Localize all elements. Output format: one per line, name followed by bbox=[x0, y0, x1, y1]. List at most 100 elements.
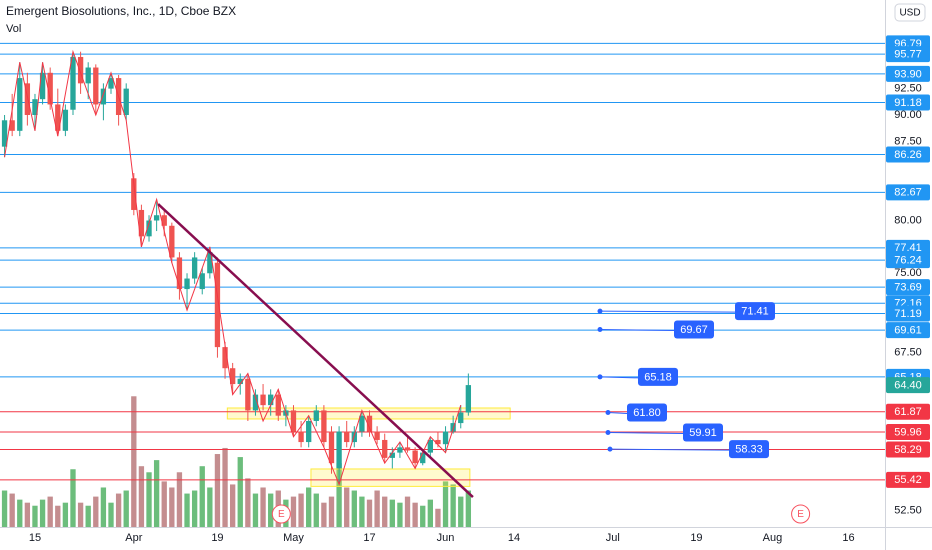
volume-bar bbox=[389, 499, 395, 527]
candle-body bbox=[374, 431, 380, 440]
candle-body bbox=[344, 431, 350, 443]
candle-body bbox=[47, 72, 53, 105]
level-label: 86.26 bbox=[894, 149, 922, 161]
level-label-box bbox=[886, 471, 930, 488]
volume-bar bbox=[55, 505, 61, 527]
candle-body bbox=[108, 78, 114, 89]
volume-bar bbox=[1, 490, 8, 527]
volume-bar bbox=[161, 481, 167, 527]
candle-body bbox=[427, 439, 433, 453]
currency-button[interactable] bbox=[894, 3, 926, 22]
x-tick-label: 15 bbox=[29, 532, 41, 544]
candle-body bbox=[214, 262, 221, 348]
candle-body bbox=[268, 394, 274, 406]
candle-body bbox=[351, 431, 357, 443]
volume-bar bbox=[169, 487, 175, 527]
trend-line bbox=[157, 203, 474, 498]
last-price-label: 64.40 bbox=[894, 380, 922, 392]
candle-body bbox=[62, 109, 69, 131]
level-label-box bbox=[886, 252, 930, 269]
level-label: 95.77 bbox=[894, 49, 922, 61]
x-tick-label: 16 bbox=[842, 532, 854, 544]
candle-body bbox=[222, 347, 228, 369]
level-label-box bbox=[886, 403, 930, 420]
callout-label: 65.18 bbox=[644, 371, 672, 383]
event-label: E bbox=[278, 509, 285, 520]
level-label: 73.69 bbox=[894, 281, 922, 293]
volume-bar bbox=[290, 496, 297, 527]
level-label: 59.96 bbox=[894, 426, 922, 438]
volume-bar bbox=[344, 487, 350, 527]
level-label: 61.87 bbox=[894, 406, 922, 418]
x-tick-label: 14 bbox=[508, 532, 520, 544]
candle-body bbox=[389, 452, 395, 458]
volume-bar bbox=[153, 460, 160, 527]
volume-bar bbox=[435, 508, 441, 527]
volume-label: Vol bbox=[6, 23, 21, 35]
callout-line bbox=[609, 448, 730, 451]
level-label-box bbox=[886, 184, 930, 201]
level-label: 58.29 bbox=[894, 444, 922, 456]
x-tick-label: Apr bbox=[125, 532, 142, 544]
volume-bar bbox=[138, 466, 145, 527]
y-tick-label: 80.00 bbox=[894, 214, 922, 226]
volume-bar bbox=[191, 490, 198, 527]
candle-body bbox=[138, 209, 145, 237]
candle-body bbox=[100, 88, 107, 105]
volume-bar bbox=[427, 499, 433, 527]
level-label-box bbox=[886, 239, 930, 256]
y-tick-label: 75.00 bbox=[894, 267, 922, 279]
volume-bar bbox=[39, 499, 46, 527]
volume-bar bbox=[123, 490, 129, 527]
level-label: 93.90 bbox=[894, 68, 922, 80]
volume-bar bbox=[108, 502, 114, 527]
callout-box bbox=[729, 440, 769, 459]
level-label: 91.18 bbox=[894, 97, 922, 109]
candle-body bbox=[199, 273, 205, 290]
candle-body bbox=[131, 178, 137, 210]
volume-bar bbox=[412, 502, 418, 527]
candle-body bbox=[245, 378, 251, 411]
y-tick-label: 67.50 bbox=[894, 346, 922, 358]
callout-dot bbox=[607, 446, 613, 452]
candle-body bbox=[420, 452, 426, 464]
callout-dot bbox=[605, 410, 611, 416]
candle-body bbox=[93, 67, 99, 105]
candle-body bbox=[397, 447, 403, 453]
volume-bar bbox=[260, 487, 266, 527]
level-label-box bbox=[886, 279, 930, 296]
candle-body bbox=[328, 431, 335, 464]
volume-bar bbox=[17, 499, 23, 527]
candle-body bbox=[1, 120, 8, 147]
y-tick-label: 90.00 bbox=[894, 109, 922, 121]
volume-bar bbox=[404, 496, 411, 527]
event-marker bbox=[791, 504, 811, 524]
candle-body bbox=[169, 225, 175, 258]
candle-body bbox=[123, 88, 129, 116]
candle-body bbox=[153, 215, 160, 221]
volume-bar bbox=[268, 493, 274, 527]
volume-bar bbox=[359, 496, 365, 527]
callout-box bbox=[674, 320, 714, 339]
level-label-box bbox=[886, 423, 930, 440]
level-label-box bbox=[886, 322, 930, 339]
volume-bar bbox=[222, 447, 228, 527]
candle-body bbox=[306, 420, 312, 443]
callout-dot bbox=[597, 308, 603, 314]
candle-body bbox=[435, 439, 441, 445]
callout-line bbox=[599, 328, 675, 331]
volume-bar bbox=[115, 493, 122, 527]
candle-body bbox=[290, 410, 297, 432]
candle-body bbox=[336, 431, 342, 469]
volume-bar bbox=[442, 481, 449, 527]
candle-body bbox=[176, 257, 183, 290]
level-label: 82.67 bbox=[894, 187, 922, 199]
candle-body bbox=[70, 56, 76, 110]
y-tick-label: 87.50 bbox=[894, 135, 922, 147]
volume-bar bbox=[245, 478, 251, 527]
candle-body bbox=[321, 410, 327, 443]
volume-bar bbox=[450, 484, 456, 527]
volume-bar bbox=[458, 496, 464, 527]
candle-body bbox=[366, 415, 373, 432]
